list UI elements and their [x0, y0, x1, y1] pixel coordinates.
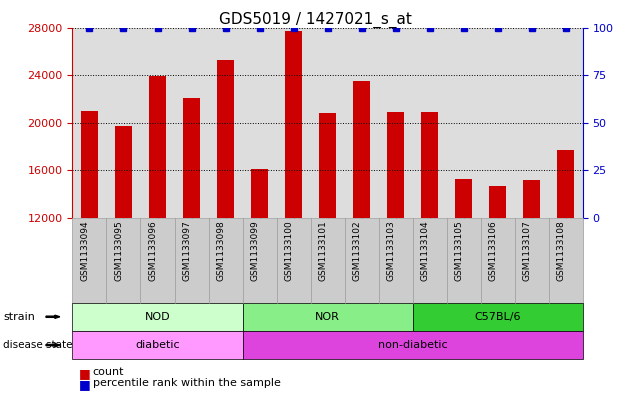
Text: ■: ■	[79, 378, 91, 391]
Text: C57BL/6: C57BL/6	[474, 312, 521, 322]
Text: GSM1133106: GSM1133106	[489, 220, 498, 281]
Bar	[455, 179, 472, 218]
Text: diabetic: diabetic	[135, 340, 180, 350]
Text: GSM1133108: GSM1133108	[557, 220, 566, 281]
Bar	[251, 169, 268, 218]
Text: strain: strain	[3, 312, 35, 322]
Bar	[183, 98, 200, 218]
Bar	[285, 31, 302, 218]
Text: GSM1133098: GSM1133098	[217, 220, 226, 281]
Bar	[81, 111, 98, 218]
Text: disease state: disease state	[3, 340, 72, 350]
Text: GSM1133100: GSM1133100	[285, 220, 294, 281]
Text: GSM1133097: GSM1133097	[183, 220, 192, 281]
Text: GSM1133095: GSM1133095	[115, 220, 123, 281]
Text: GSM1133096: GSM1133096	[149, 220, 158, 281]
Bar	[421, 112, 438, 218]
Bar	[319, 113, 336, 218]
Text: count: count	[93, 367, 124, 377]
Text: NOD: NOD	[145, 312, 170, 322]
Text: GSM1133103: GSM1133103	[387, 220, 396, 281]
Text: GDS5019 / 1427021_s_at: GDS5019 / 1427021_s_at	[219, 12, 411, 28]
Bar	[523, 180, 541, 218]
Text: NOR: NOR	[315, 312, 340, 322]
Text: GSM1133099: GSM1133099	[251, 220, 260, 281]
Text: GSM1133107: GSM1133107	[523, 220, 532, 281]
Text: GSM1133094: GSM1133094	[81, 220, 89, 281]
Bar	[353, 81, 370, 218]
Text: GSM1133102: GSM1133102	[353, 220, 362, 281]
Text: GSM1133101: GSM1133101	[319, 220, 328, 281]
Text: non-diabetic: non-diabetic	[378, 340, 447, 350]
Text: GSM1133105: GSM1133105	[455, 220, 464, 281]
Bar	[490, 186, 507, 218]
Text: GSM1133104: GSM1133104	[421, 220, 430, 281]
Text: percentile rank within the sample: percentile rank within the sample	[93, 378, 280, 388]
Bar	[217, 60, 234, 218]
Bar	[149, 76, 166, 218]
Text: ■: ■	[79, 367, 91, 380]
Bar	[115, 127, 132, 218]
Bar	[558, 150, 575, 218]
Bar	[387, 112, 404, 218]
